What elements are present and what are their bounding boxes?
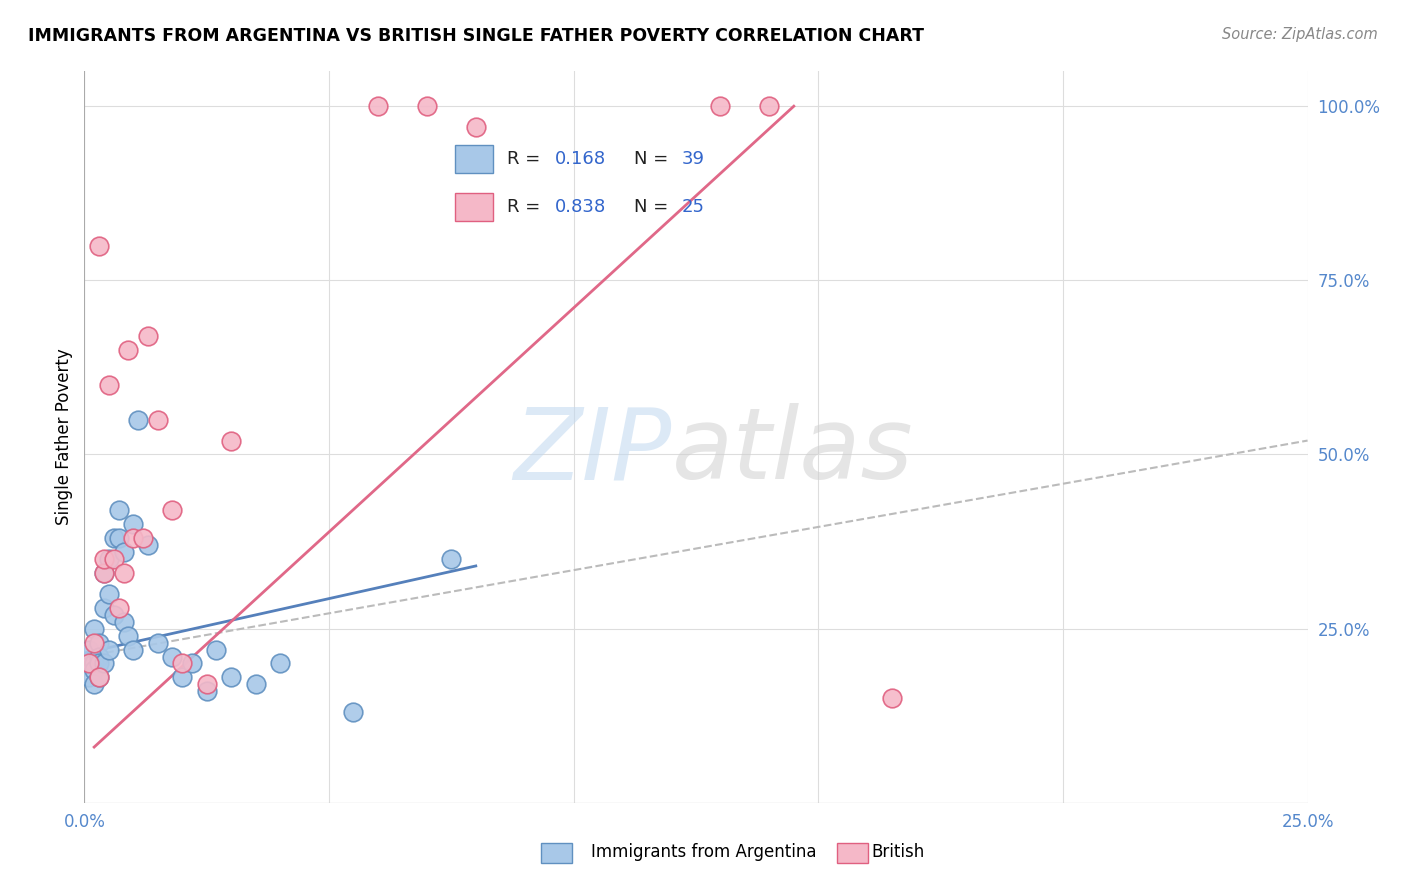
Point: [416, 99, 439, 113]
Point: [219, 434, 242, 448]
Point: [136, 538, 159, 552]
Point: [87, 635, 110, 649]
Point: [77, 670, 100, 684]
Y-axis label: Single Father Poverty: Single Father Poverty: [55, 349, 73, 525]
Point: [112, 615, 135, 629]
Text: Source: ZipAtlas.com: Source: ZipAtlas.com: [1222, 27, 1378, 42]
Text: Immigrants from Argentina: Immigrants from Argentina: [591, 843, 815, 861]
Point: [112, 566, 135, 580]
Point: [103, 531, 125, 545]
Point: [97, 587, 120, 601]
Point: [195, 677, 218, 691]
Point: [367, 99, 389, 113]
Point: [112, 545, 135, 559]
Point: [93, 657, 115, 671]
Point: [269, 657, 291, 671]
Point: [87, 670, 110, 684]
Point: [97, 377, 120, 392]
Point: [117, 343, 139, 357]
Point: [132, 531, 155, 545]
Point: [103, 607, 125, 622]
Point: [146, 412, 169, 426]
Point: [464, 120, 486, 134]
Point: [219, 670, 242, 684]
Point: [172, 670, 194, 684]
Text: ZIP: ZIP: [513, 403, 672, 500]
Point: [87, 238, 110, 252]
Point: [122, 517, 145, 532]
Point: [880, 691, 903, 706]
Point: [136, 329, 159, 343]
Point: [83, 622, 105, 636]
Point: [162, 649, 184, 664]
Point: [172, 657, 194, 671]
Text: atlas: atlas: [672, 403, 912, 500]
Point: [83, 677, 105, 691]
Point: [93, 552, 115, 566]
Point: [107, 600, 129, 615]
Point: [440, 552, 463, 566]
Point: [87, 657, 110, 671]
Point: [146, 635, 169, 649]
Point: [77, 657, 100, 671]
Point: [97, 642, 120, 657]
Point: [122, 531, 145, 545]
Point: [342, 705, 364, 719]
Point: [758, 99, 780, 113]
Point: [117, 629, 139, 643]
Point: [195, 684, 218, 698]
Point: [162, 503, 184, 517]
Point: [97, 552, 120, 566]
Text: British: British: [872, 843, 925, 861]
Point: [87, 649, 110, 664]
Point: [205, 642, 228, 657]
Point: [127, 412, 149, 426]
Point: [107, 531, 129, 545]
Point: [709, 99, 731, 113]
Point: [103, 552, 125, 566]
Point: [93, 600, 115, 615]
Point: [181, 657, 204, 671]
Text: IMMIGRANTS FROM ARGENTINA VS BRITISH SINGLE FATHER POVERTY CORRELATION CHART: IMMIGRANTS FROM ARGENTINA VS BRITISH SIN…: [28, 27, 924, 45]
Point: [245, 677, 267, 691]
Point: [122, 642, 145, 657]
Point: [93, 566, 115, 580]
Point: [83, 635, 105, 649]
Point: [77, 642, 100, 657]
Point: [93, 566, 115, 580]
Point: [87, 670, 110, 684]
Point: [83, 657, 105, 671]
Point: [83, 664, 105, 678]
Point: [107, 503, 129, 517]
Point: [77, 657, 100, 671]
